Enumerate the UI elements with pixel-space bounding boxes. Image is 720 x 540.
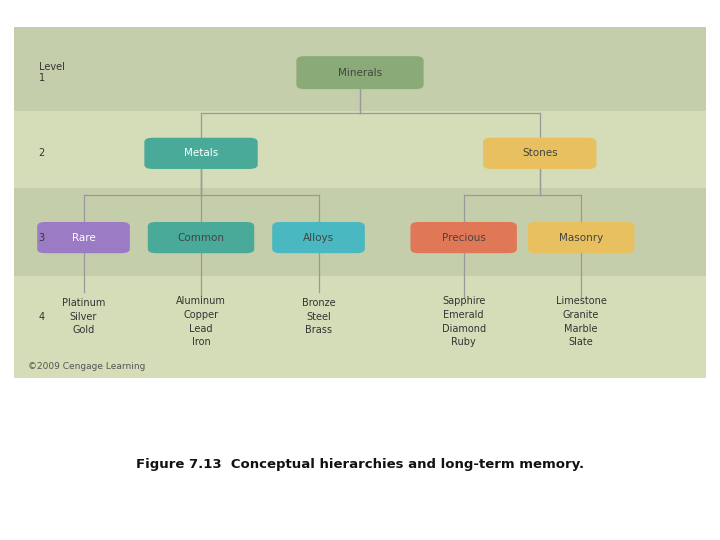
FancyBboxPatch shape (14, 111, 706, 188)
FancyBboxPatch shape (37, 222, 130, 253)
Text: Metals: Metals (184, 148, 218, 158)
Text: Sapphire
Emerald
Diamond
Ruby: Sapphire Emerald Diamond Ruby (441, 296, 486, 347)
FancyBboxPatch shape (148, 222, 254, 253)
Text: 3: 3 (39, 233, 45, 242)
Text: Bronze
Steel
Brass: Bronze Steel Brass (302, 298, 336, 335)
Text: ©2009 Cengage Learning: ©2009 Cengage Learning (28, 362, 145, 371)
Text: Common: Common (178, 233, 225, 242)
FancyBboxPatch shape (410, 222, 517, 253)
Text: 4: 4 (39, 312, 45, 322)
FancyBboxPatch shape (14, 276, 706, 378)
FancyBboxPatch shape (528, 222, 634, 253)
Text: Rare: Rare (72, 233, 95, 242)
Text: Minerals: Minerals (338, 68, 382, 78)
Text: Platinum
Silver
Gold: Platinum Silver Gold (62, 298, 105, 335)
Text: Limestone
Granite
Marble
Slate: Limestone Granite Marble Slate (556, 296, 607, 347)
Text: Stones: Stones (522, 148, 557, 158)
FancyBboxPatch shape (14, 188, 706, 276)
FancyBboxPatch shape (297, 56, 423, 89)
Text: Alloys: Alloys (303, 233, 334, 242)
FancyBboxPatch shape (144, 138, 258, 169)
FancyBboxPatch shape (14, 27, 706, 111)
FancyBboxPatch shape (483, 138, 596, 169)
Text: Masonry: Masonry (559, 233, 603, 242)
Text: Aluminum
Copper
Lead
Iron: Aluminum Copper Lead Iron (176, 296, 226, 347)
Text: Figure 7.13  Conceptual hierarchies and long-term memory.: Figure 7.13 Conceptual hierarchies and l… (136, 458, 584, 471)
FancyBboxPatch shape (272, 222, 365, 253)
Text: Level
1: Level 1 (39, 62, 65, 83)
Text: Precious: Precious (442, 233, 485, 242)
Text: 2: 2 (39, 148, 45, 158)
